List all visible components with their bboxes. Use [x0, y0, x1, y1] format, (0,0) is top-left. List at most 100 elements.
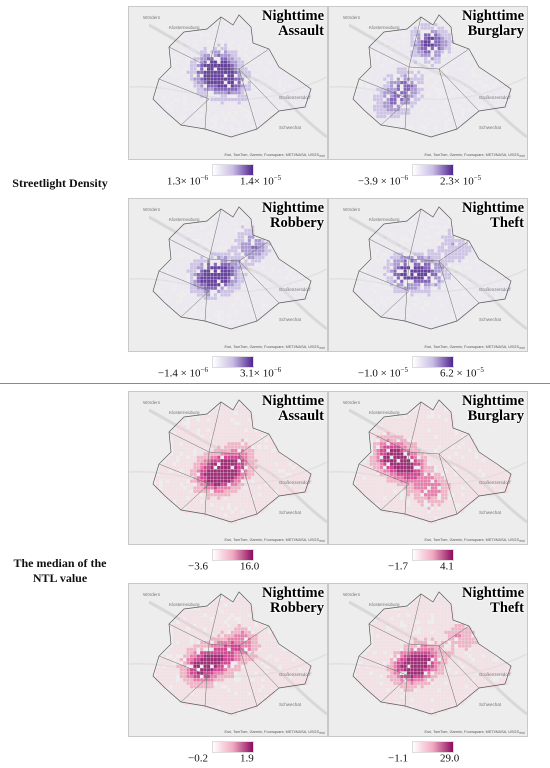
- map-canvas: [129, 14, 327, 139]
- legend-min-label: −1.1: [388, 752, 408, 765]
- map-place-label: Wördern: [143, 207, 161, 212]
- map-place-label: Wördern: [143, 592, 161, 597]
- row-label-streetlight: Streetlight Density: [12, 176, 108, 190]
- row-label-ntl: The median of the NTL value: [13, 556, 107, 585]
- panel-title: Nighttime Robbery: [261, 200, 324, 232]
- map-canvas: [129, 399, 327, 524]
- legend-color-bar: [412, 549, 454, 561]
- map-canvas: [129, 591, 327, 716]
- map-place-label: Schwechat: [479, 702, 502, 707]
- legend-max-label: 3.1× 10−6: [240, 366, 282, 380]
- panel-title: Nighttime Robbery: [261, 585, 324, 617]
- map-place-label: Großenzersdorf: [279, 287, 311, 292]
- map-attribution: Esri, TomTom, Garmin, Foursquare, METI/N…: [424, 153, 519, 157]
- map-attribution: Esri, TomTom, Garmin, Foursquare, METI/N…: [224, 345, 319, 349]
- legend-color-bar: [212, 164, 254, 176]
- map-place-label: Schwechat: [279, 125, 302, 130]
- legend-ntl-theft: −1.1 29.0: [328, 738, 528, 765]
- esri-logo: esri: [319, 731, 325, 735]
- map-place-label: Schwechat: [279, 702, 302, 707]
- esri-logo: esri: [519, 154, 525, 158]
- legend-color-bar: [212, 741, 254, 753]
- map-place-label: Klosterneuburg: [169, 602, 200, 607]
- panel-title: Nighttime Theft: [461, 200, 524, 232]
- map-place-label: Wördern: [343, 15, 361, 20]
- legend-streetlight-robbery: −1.4 × 10−6 3.1× 10−6: [128, 353, 328, 380]
- map-attribution: Esri, TomTom, Garmin, Foursquare, METI/N…: [424, 538, 519, 542]
- map-place-label: Wördern: [343, 207, 361, 212]
- legend-max-label: 6.2 × 10−5: [440, 366, 484, 380]
- legend-streetlight-burglary: −3.9 × 10−6 2.3× 10−5: [328, 161, 528, 188]
- map-place-label: Schwechat: [279, 510, 302, 515]
- panel-title: Nighttime Assault: [261, 393, 324, 425]
- map-panel-ntl-assault: Nighttime Assault Wördern Klosterneuburg Gr…: [128, 391, 328, 545]
- map-place-label: Großenzersdorf: [479, 287, 511, 292]
- map-canvas: [329, 591, 527, 716]
- panel-title: Nighttime Burglary: [461, 393, 524, 425]
- panel-title: Nighttime Theft: [461, 585, 524, 617]
- legend-color-bar: [212, 549, 254, 561]
- map-attribution: Esri, TomTom, Garmin, Foursquare, METI/N…: [424, 730, 519, 734]
- legend-ntl-assault: −3.6 16.0: [128, 546, 328, 573]
- esri-logo: esri: [519, 539, 525, 543]
- map-place-label: Großenzersdorf: [279, 480, 311, 485]
- esri-logo: esri: [319, 154, 325, 158]
- map-canvas: [329, 206, 527, 331]
- map-place-label: Wördern: [343, 400, 361, 405]
- map-place-label: Großenzersdorf: [479, 480, 511, 485]
- legend-ntl-robbery: −0.2 1.9: [128, 738, 328, 765]
- esri-logo: esri: [319, 539, 325, 543]
- map-panel-streetlight-theft: Nighttime Theft Wördern Klosterneuburg Groß…: [328, 198, 528, 352]
- row-divider: [0, 383, 550, 384]
- legend-min-label: −3.9 × 10−6: [357, 174, 408, 188]
- map-canvas: [329, 14, 527, 139]
- panel-title: Nighttime Assault: [261, 8, 324, 40]
- map-place-label: Klosterneuburg: [169, 217, 200, 222]
- legend-min-label: −1.0 × 10−5: [357, 366, 408, 380]
- map-panel-streetlight-burglary: Nighttime Burglary Wördern Klosterneuburg G…: [328, 6, 528, 160]
- legend-min-label: −3.6: [188, 560, 208, 573]
- legend-color-bar: [412, 356, 454, 368]
- map-canvas: [329, 399, 527, 524]
- map-place-label: Klosterneuburg: [169, 25, 200, 30]
- legend-ntl-burglary: −1.7 4.1: [328, 546, 528, 573]
- map-place-label: Wördern: [343, 592, 361, 597]
- map-place-label: Wördern: [143, 15, 161, 20]
- map-place-label: Klosterneuburg: [369, 410, 400, 415]
- legend-max-label: 1.4× 10−5: [240, 174, 282, 188]
- esri-logo: esri: [519, 731, 525, 735]
- map-attribution: Esri, TomTom, Garmin, Foursquare, METI/N…: [424, 345, 519, 349]
- legend-max-label: 16.0: [240, 560, 260, 573]
- map-place-label: Großenzersdorf: [479, 95, 511, 100]
- legend-color-bar: [412, 164, 454, 176]
- map-place-label: Großenzersdorf: [479, 672, 511, 677]
- legend-min-label: −1.4 × 10−6: [157, 366, 208, 380]
- map-panel-ntl-robbery: Nighttime Robbery Wördern Klosterneuburg Gr…: [128, 583, 328, 737]
- map-place-label: Großenzersdorf: [279, 672, 311, 677]
- legend-min-label: 1.3× 10−6: [166, 174, 208, 188]
- map-place-label: Klosterneuburg: [369, 25, 400, 30]
- map-place-label: Wördern: [143, 400, 161, 405]
- esri-logo: esri: [519, 346, 525, 350]
- legend-streetlight-assault: 1.3× 10−6 1.4× 10−5: [128, 161, 328, 188]
- legend-max-label: 4.1: [440, 560, 454, 573]
- legend-streetlight-theft: −1.0 × 10−5 6.2 × 10−5: [328, 353, 528, 380]
- map-attribution: Esri, TomTom, Garmin, Foursquare, METI/N…: [224, 153, 319, 157]
- map-attribution: Esri, TomTom, Garmin, Foursquare, METI/N…: [224, 538, 319, 542]
- map-place-label: Großenzersdorf: [279, 95, 311, 100]
- esri-logo: esri: [319, 346, 325, 350]
- legend-max-label: 2.3× 10−5: [440, 174, 482, 188]
- legend-color-bar: [412, 741, 454, 753]
- map-place-label: Klosterneuburg: [369, 217, 400, 222]
- map-canvas: [129, 206, 327, 331]
- panel-title: Nighttime Burglary: [461, 8, 524, 40]
- legend-min-label: −1.7: [388, 560, 408, 573]
- map-place-label: Schwechat: [479, 317, 502, 322]
- map-panel-streetlight-assault: Nighttime Assault Wördern Klosterneuburg Gr…: [128, 6, 328, 160]
- map-place-label: Schwechat: [479, 510, 502, 515]
- legend-color-bar: [212, 356, 254, 368]
- map-place-label: Schwechat: [479, 125, 502, 130]
- map-place-label: Klosterneuburg: [169, 410, 200, 415]
- legend-max-label: 29.0: [440, 752, 460, 765]
- map-panel-streetlight-robbery: Nighttime Robbery Wördern Klosterneuburg Gr…: [128, 198, 328, 352]
